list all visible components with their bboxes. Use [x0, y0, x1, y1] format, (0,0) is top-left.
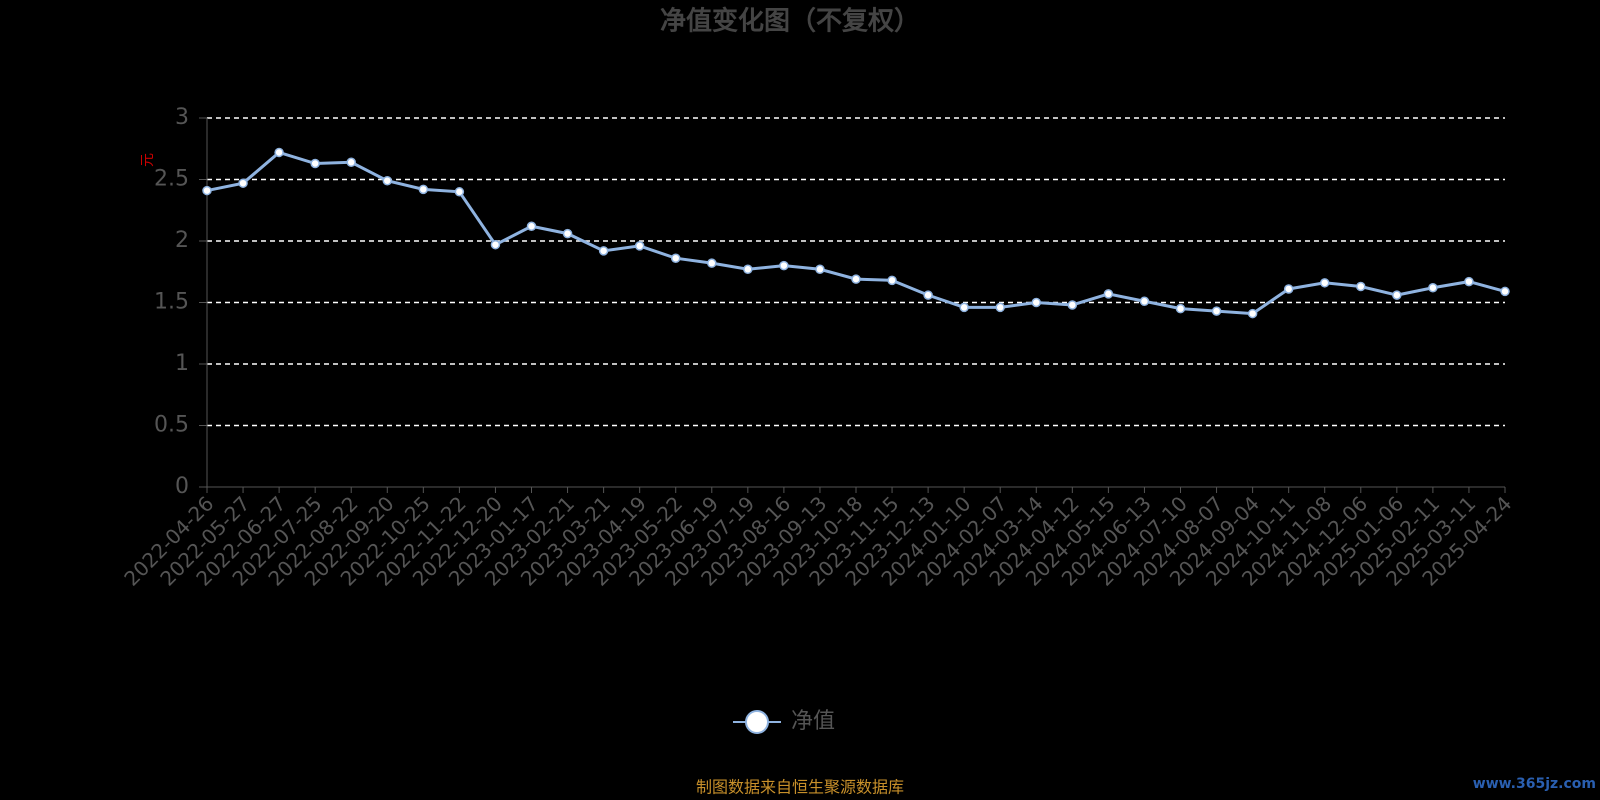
- point: [202, 185, 212, 196]
- point: [418, 184, 429, 195]
- point: [1175, 303, 1186, 314]
- point: [526, 221, 537, 231]
- point: [562, 228, 573, 239]
- chart-title: 净值变化图（不复权）: [660, 6, 920, 37]
- point: [779, 260, 789, 271]
- point: [1356, 281, 1366, 292]
- point: [1428, 282, 1438, 293]
- point: [815, 264, 825, 275]
- point: [887, 275, 897, 286]
- point: [1500, 286, 1510, 297]
- y-tick-label: 1.5: [154, 290, 189, 315]
- point: [454, 187, 465, 197]
- point: [1319, 278, 1330, 288]
- source-note: 制图数据来自恒生聚源数据库: [696, 778, 904, 797]
- point: [743, 264, 753, 275]
- point: [1139, 296, 1150, 307]
- point: [851, 274, 861, 284]
- point: [310, 158, 320, 169]
- y-tick-label: 2.5: [154, 167, 189, 192]
- y-tick-label: 1: [175, 351, 189, 376]
- point: [1283, 284, 1294, 294]
- legend-marker: [745, 710, 769, 734]
- y-tick-label: 2: [175, 228, 189, 253]
- point: [1247, 308, 1258, 319]
- y-tick-label: 0.5: [154, 413, 189, 438]
- point: [1067, 300, 1078, 310]
- point: [923, 290, 933, 300]
- point: [959, 302, 969, 313]
- legend-label: 净值: [791, 709, 835, 734]
- series-line: [206, 150, 1506, 316]
- point: [1392, 290, 1402, 300]
- point: [274, 147, 284, 158]
- point: [382, 175, 393, 186]
- point: [1211, 306, 1222, 316]
- point: [598, 246, 609, 256]
- point: [346, 157, 356, 168]
- point: [707, 258, 717, 268]
- point: [634, 241, 645, 251]
- watermark: www.365jz.com: [1473, 776, 1596, 792]
- point: [1464, 276, 1474, 287]
- point: [238, 178, 248, 188]
- point: [995, 302, 1005, 313]
- point: [1031, 297, 1042, 308]
- point: [670, 253, 681, 263]
- y-tick-label: 3: [175, 105, 189, 130]
- y-tick-label: 0: [175, 474, 189, 499]
- point: [1103, 289, 1114, 299]
- y-axis-label: 元: [140, 153, 156, 167]
- point: [490, 239, 501, 250]
